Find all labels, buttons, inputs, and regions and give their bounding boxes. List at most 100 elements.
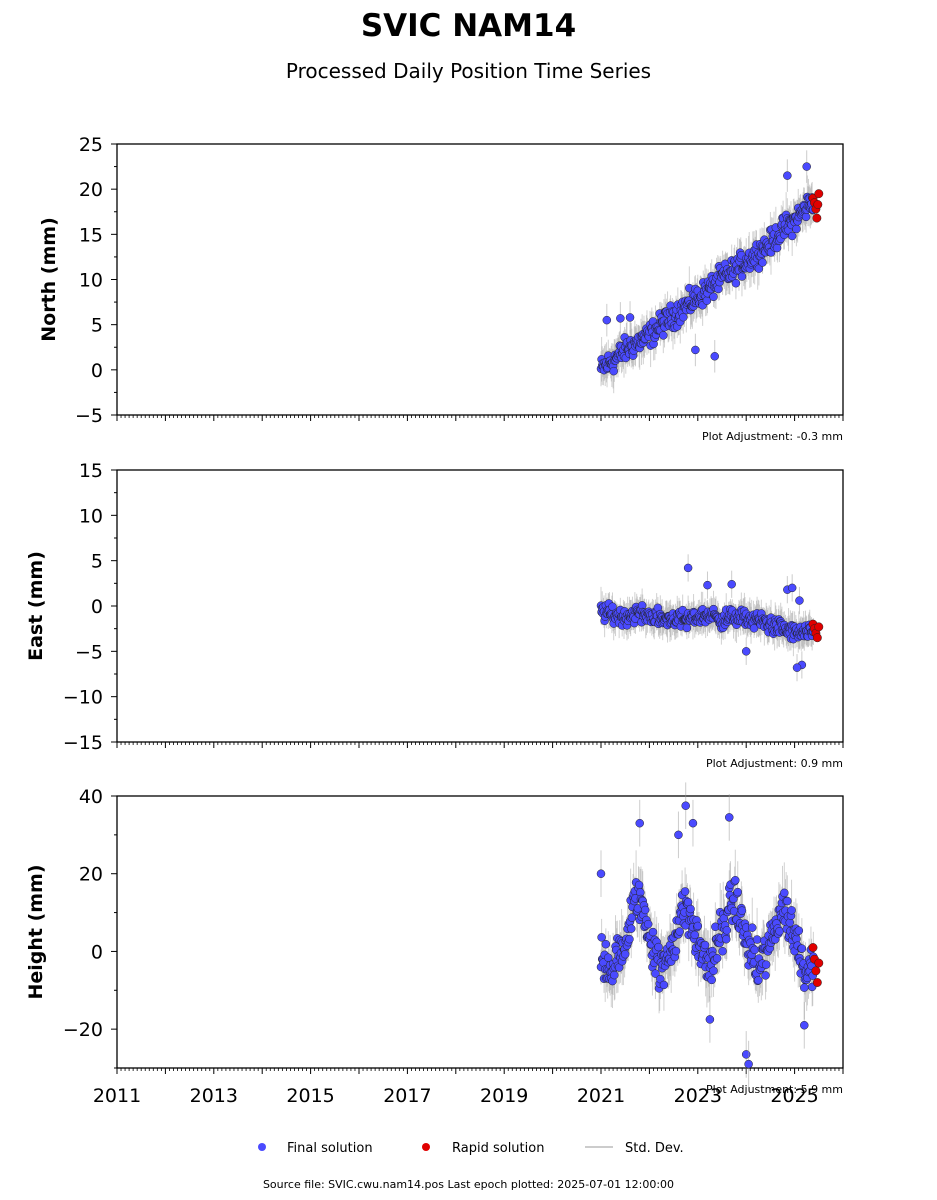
data-layer — [596, 554, 824, 682]
final-solution-point — [772, 243, 782, 253]
height-panel: −20 0 20 40 Height (mm) Plot Adjustment: 5.9 … — [25, 782, 844, 1096]
final-solution-point — [693, 921, 703, 931]
north-panel: −5 0 5 10 15 20 25 North (mm) Plot Adjustment: -… — [38, 134, 844, 443]
final-solution-point — [758, 258, 767, 267]
final-solution-point — [737, 272, 747, 281]
final-solution-point — [775, 927, 784, 936]
rapid-solution-point — [808, 943, 818, 952]
final-solution-point — [800, 1021, 809, 1030]
final-solution-point — [725, 813, 734, 822]
y-tick-label: 20 — [79, 864, 103, 886]
final-solution-point — [683, 563, 693, 573]
final-solution-point — [620, 949, 630, 959]
x-tick-label: 2013 — [190, 1085, 238, 1107]
rapid-solution-point — [814, 622, 824, 632]
x-tick-label: 2011 — [93, 1085, 141, 1107]
final-solution-point — [634, 880, 644, 890]
final-solution-point — [627, 924, 636, 933]
final-solution-point — [787, 906, 796, 915]
final-solution-point — [752, 935, 762, 944]
final-solution-point — [750, 945, 759, 955]
final-solution-point — [625, 313, 635, 322]
final-solution-point — [801, 212, 811, 222]
final-solution-point — [749, 624, 759, 633]
final-solution-point — [794, 926, 804, 935]
final-solution-point — [707, 975, 716, 985]
final-solution-point — [640, 905, 650, 915]
final-solution-point — [703, 580, 712, 590]
final-solution-point — [709, 966, 718, 976]
final-solution-point — [659, 331, 668, 340]
rapid-solution-point — [814, 189, 824, 199]
y-tick-label: 25 — [79, 134, 103, 156]
y-tick-label: −5 — [75, 405, 103, 427]
x-tick-label: 2015 — [286, 1085, 334, 1107]
final-solution-point — [608, 602, 617, 611]
y-tick-label: 15 — [79, 460, 103, 482]
figure-subtitle: Processed Daily Position Time Series — [286, 59, 651, 83]
final-solution-point — [800, 983, 809, 992]
final-solution-point — [671, 946, 681, 956]
final-solution-point — [787, 231, 797, 241]
final-solution-point — [690, 930, 700, 940]
final-solution-point — [596, 869, 606, 878]
rapid-solution-point — [812, 213, 822, 223]
final-solution-point — [705, 1015, 715, 1024]
final-solution-point — [597, 933, 606, 942]
final-solution-point — [651, 969, 660, 978]
final-solution-point — [601, 939, 611, 949]
final-solution-point — [635, 818, 644, 828]
final-solution-point — [602, 315, 612, 325]
y-tick-label: −15 — [63, 732, 103, 754]
final-solution-point — [681, 801, 690, 810]
x-axis-labels: 2011 2013 2015 2017 2019 2021 2023 2025 — [93, 1085, 819, 1107]
final-solution-point — [754, 975, 763, 985]
y-tick-label: 10 — [79, 270, 103, 292]
y-tick-label: 15 — [79, 224, 103, 246]
y-tick-label: −5 — [75, 641, 103, 663]
rapid-solution-point — [812, 978, 822, 987]
final-solution-point — [616, 314, 625, 323]
x-tick-label: 2019 — [480, 1085, 528, 1107]
plot-adjustment: Plot Adjustment: 5.9 mm — [706, 1083, 843, 1096]
final-solution-point — [731, 278, 741, 288]
final-solution-point — [625, 934, 634, 944]
final-solution-point — [710, 352, 719, 361]
y-axis-label: North (mm) — [38, 217, 60, 342]
final-solution-point — [792, 663, 802, 672]
final-solution-point — [727, 579, 736, 589]
final-solution-point — [792, 224, 801, 234]
final-solution-point — [679, 312, 688, 322]
final-solution-point — [722, 926, 732, 935]
final-solution-point — [712, 954, 722, 963]
final-solution-point — [609, 366, 618, 376]
y-axis-label: Height (mm) — [25, 864, 47, 999]
final-solution-point — [675, 927, 684, 936]
y-tick-label: 10 — [79, 505, 103, 527]
final-solution-point — [721, 934, 731, 944]
data-layer — [596, 150, 824, 394]
final-solution-point — [744, 1059, 753, 1069]
source-footer: Source file: SVIC.cwu.nam14.pos Last epo… — [263, 1178, 674, 1191]
final-solution-point — [783, 171, 792, 180]
x-tick-label: 2021 — [577, 1085, 625, 1107]
final-solution-point — [761, 960, 771, 969]
data-layer — [596, 782, 824, 1088]
y-tick-label: −20 — [63, 1019, 103, 1041]
rapid-solution-point — [813, 200, 823, 209]
final-solution-point — [674, 830, 683, 840]
rapid-solution-point — [814, 958, 824, 968]
rapid-solution-point — [812, 633, 822, 643]
final-solution-point — [761, 971, 770, 980]
final-solution-point — [627, 913, 637, 922]
final-solution-point — [741, 647, 751, 656]
final-solution-point — [783, 896, 792, 906]
y-tick-label: 20 — [79, 179, 103, 201]
y-tick-label: 5 — [91, 315, 103, 337]
final-solution-point — [654, 942, 663, 952]
legend-final-marker — [258, 1143, 266, 1151]
final-solution-point — [659, 980, 669, 990]
final-solution-point — [797, 944, 807, 953]
plot-adjustment: Plot Adjustment: 0.9 mm — [706, 757, 843, 770]
final-solution-point — [802, 162, 811, 171]
